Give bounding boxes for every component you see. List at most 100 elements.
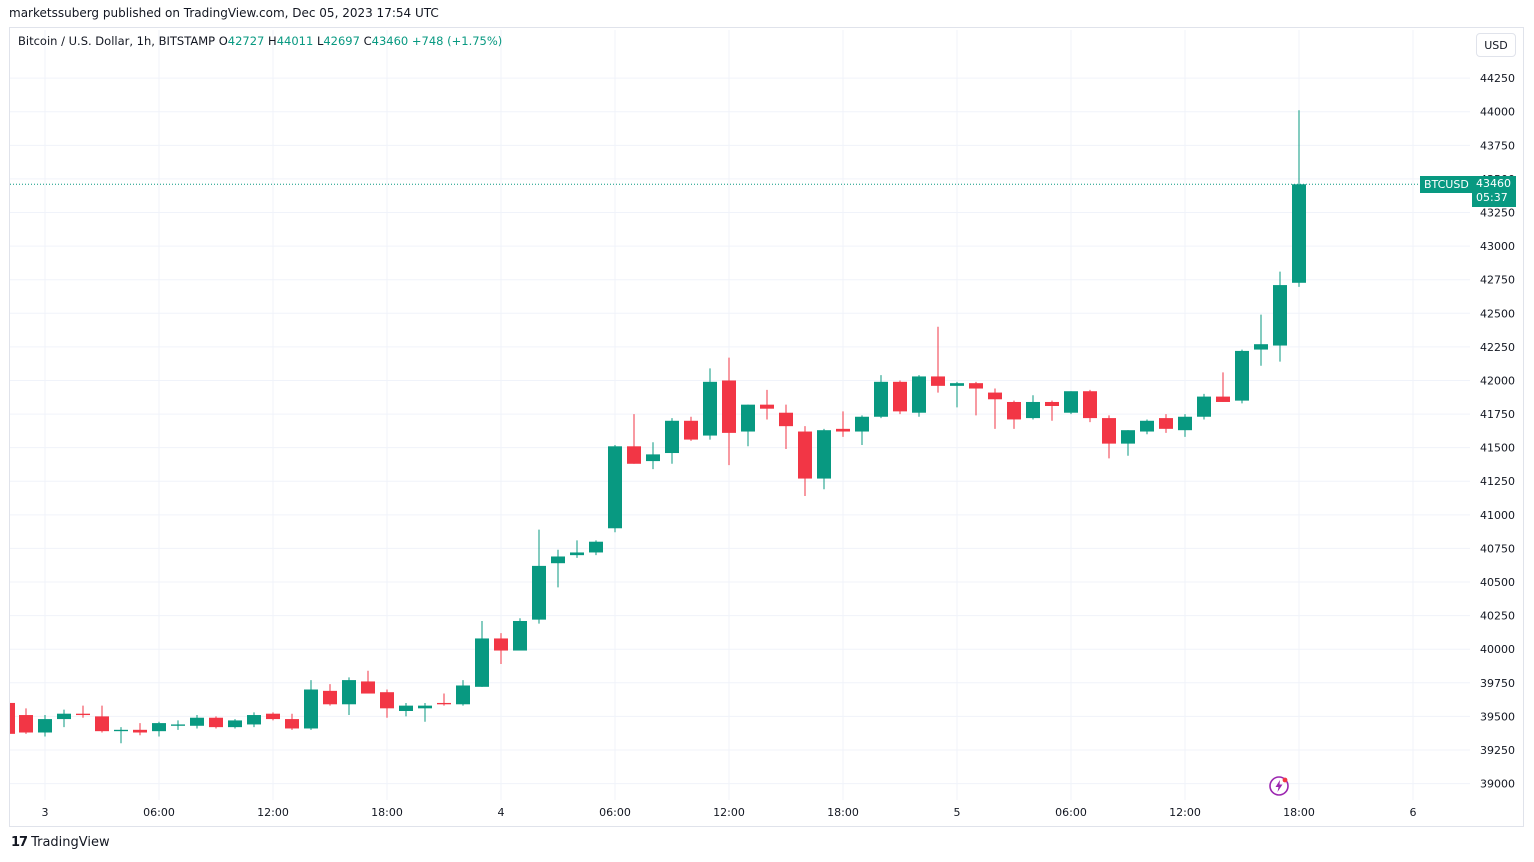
candle (1159, 414, 1173, 433)
candle-body (171, 724, 185, 726)
candle-body (133, 729, 147, 733)
candle-body (760, 404, 774, 409)
candle (950, 381, 964, 408)
candle (323, 684, 337, 706)
candle (836, 411, 850, 437)
candle-body (836, 428, 850, 432)
candle-body (57, 713, 71, 720)
close-key: C (363, 34, 372, 48)
candle (532, 529, 546, 624)
price-tick-label: 41250 (1480, 475, 1515, 488)
candle (931, 326, 945, 393)
candle-body (114, 729, 128, 732)
candle-body (627, 446, 641, 464)
candle-body (285, 719, 299, 729)
candle-body (437, 702, 451, 705)
candle (494, 633, 508, 664)
candle-body (190, 717, 204, 726)
time-tick-label: 6 (1410, 806, 1417, 819)
candle (190, 715, 204, 729)
price-tick-label: 39750 (1480, 677, 1515, 690)
candle-body (1121, 430, 1135, 444)
price-tick-label: 42000 (1480, 374, 1515, 387)
candle (380, 689, 394, 718)
candle (969, 381, 983, 416)
time-tick-label: 5 (954, 806, 961, 819)
candle (57, 709, 71, 728)
candle (779, 404, 793, 449)
publish-caption: marketssuberg published on TradingView.c… (9, 6, 439, 20)
candle (114, 727, 128, 744)
candle (361, 670, 375, 694)
candle (551, 549, 565, 588)
candle (1197, 393, 1211, 420)
candle-body (703, 381, 717, 436)
candle (399, 702, 413, 717)
candle-body (38, 719, 52, 733)
tradingview-logo[interactable]: 17 TradingView (11, 835, 110, 850)
candle (760, 389, 774, 420)
candle (513, 618, 527, 651)
candle-body (988, 392, 1002, 400)
candle (589, 540, 603, 556)
candle (855, 415, 869, 445)
candle-body (19, 715, 33, 733)
candle (304, 680, 318, 730)
price-tick-label: 41750 (1480, 408, 1515, 421)
candle-body (532, 565, 546, 620)
symbol-title[interactable]: Bitcoin / U.S. Dollar, 1h, BITSTAMP (18, 34, 216, 48)
price-tick-label: 42500 (1480, 307, 1515, 320)
price-tick-label: 40000 (1480, 643, 1515, 656)
candle (437, 693, 451, 706)
candle (684, 416, 698, 441)
price-tick-label: 40250 (1480, 610, 1515, 623)
candle-body (1235, 350, 1249, 401)
candle-body (323, 690, 337, 705)
candle (228, 719, 242, 729)
candle-body (1083, 391, 1097, 419)
candle-body (1159, 418, 1173, 429)
candle-body (646, 454, 660, 462)
candle (570, 540, 584, 558)
candle-body (1140, 420, 1154, 432)
candle (1273, 271, 1287, 362)
candle-body (855, 416, 869, 432)
candle (817, 428, 831, 490)
candle-body (475, 638, 489, 687)
last-price-value: 43460 (1476, 177, 1511, 191)
time-tick-label: 18:00 (827, 806, 859, 819)
time-tick-label: 06:00 (599, 806, 631, 819)
time-tick-label: 3 (42, 806, 49, 819)
candle (171, 720, 185, 730)
candle-body (209, 717, 223, 728)
candle-body (608, 446, 622, 529)
brand-name: TradingView (31, 835, 110, 850)
candle-body (1007, 401, 1021, 420)
currency-button[interactable]: USD (1476, 33, 1516, 57)
candle (703, 368, 717, 440)
chart-frame (9, 27, 1524, 827)
time-tick-label: 12:00 (713, 806, 745, 819)
bar-countdown: 05:37 (1476, 191, 1508, 205)
candle-body (95, 716, 109, 732)
price-tick-label: 43750 (1480, 139, 1515, 152)
symbol-price-tag: BTCUSD (1420, 176, 1472, 194)
low-key: L (316, 34, 324, 48)
candle (1026, 395, 1040, 420)
candle (741, 404, 755, 447)
candle-body (817, 430, 831, 479)
candle-body (418, 705, 432, 709)
candle-body (380, 692, 394, 709)
price-tick-label: 43250 (1480, 207, 1515, 220)
price-tick-label: 43000 (1480, 240, 1515, 253)
candle-body (1254, 344, 1268, 350)
candle (1007, 400, 1021, 429)
candle-body (1102, 418, 1116, 444)
lightning-bolt-icon[interactable] (1268, 775, 1290, 797)
candle-body (950, 383, 964, 386)
chart-grid (10, 30, 1470, 800)
time-tick-label: 06:00 (143, 806, 175, 819)
time-tick-label: 18:00 (1283, 806, 1315, 819)
candle-body (76, 713, 90, 716)
